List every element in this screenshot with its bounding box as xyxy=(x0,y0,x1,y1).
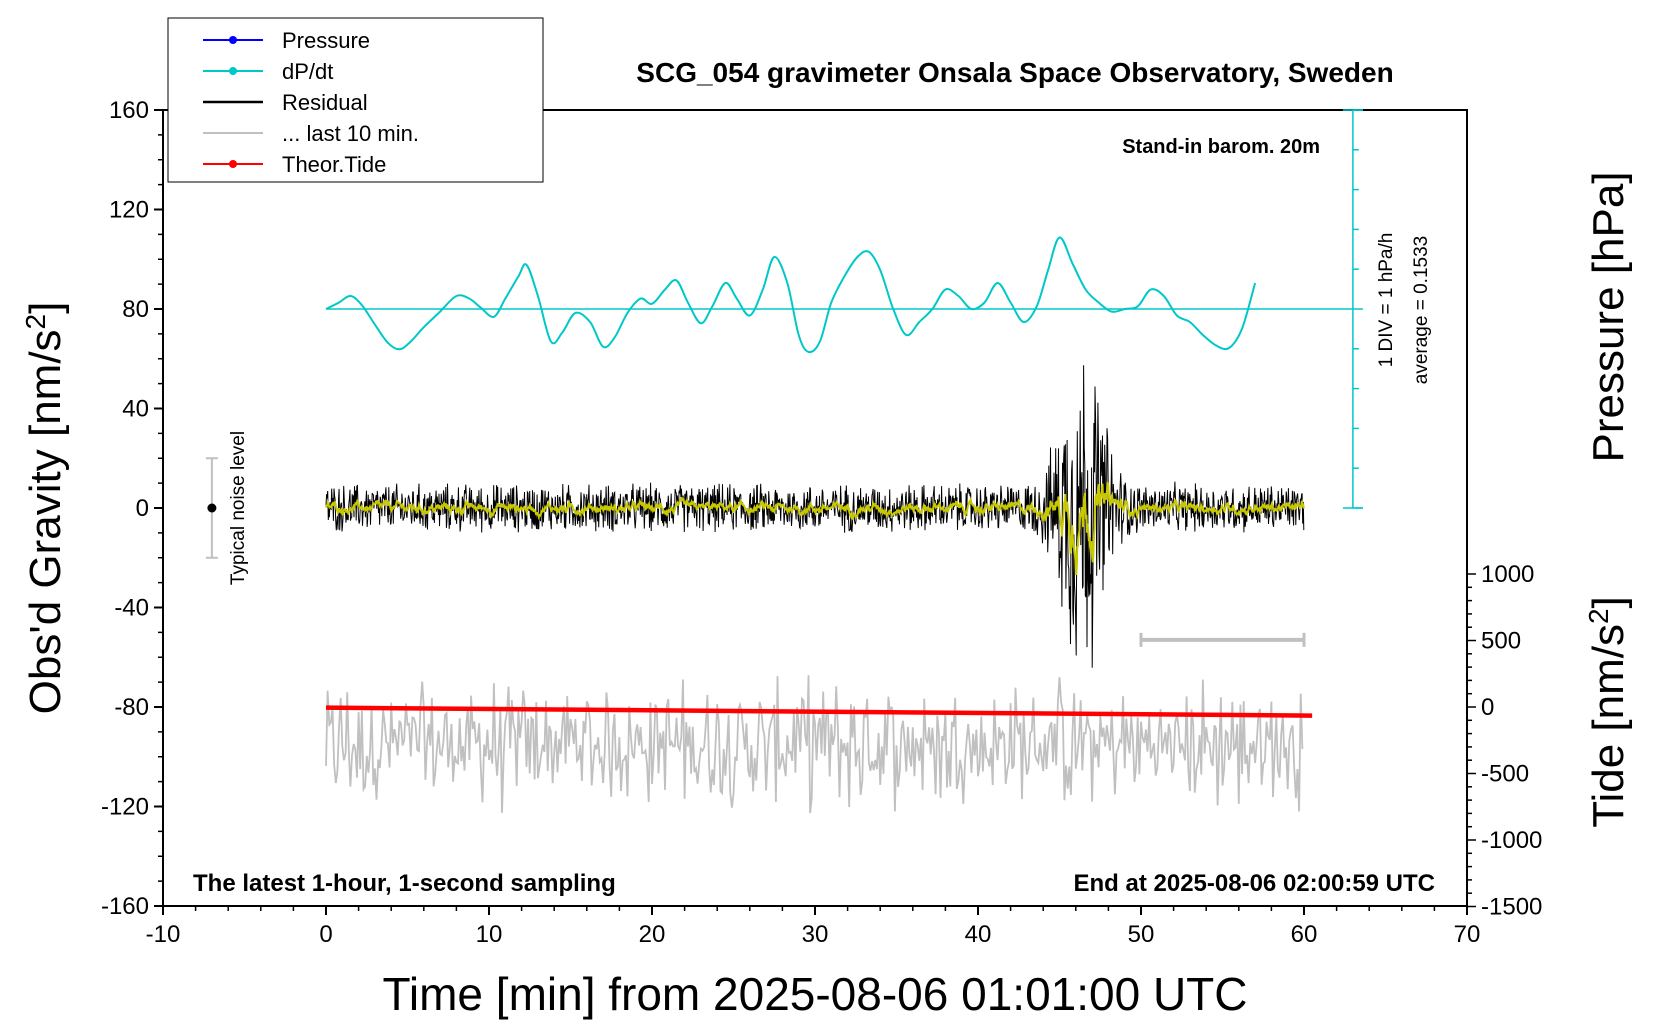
y-tick-label: 80 xyxy=(122,296,149,323)
legend-label: Pressure xyxy=(282,28,370,53)
y-axis-label-tide: Tide [nm/s2] xyxy=(1583,596,1634,828)
data-layer xyxy=(205,236,1353,814)
legend-label: Residual xyxy=(282,90,368,115)
y-tick-label: 120 xyxy=(109,197,149,224)
noise-annotation: Typical noise level xyxy=(228,431,249,585)
end-annotation: End at 2025-08-06 02:00:59 UTC xyxy=(1074,870,1436,897)
y-tick-label: -40 xyxy=(114,595,149,622)
latest-annotation: The latest 1-hour, 1-second sampling xyxy=(193,870,616,897)
x-axis-label: Time [min] from 2025-08-06 01:01:00 UTC xyxy=(383,968,1248,1020)
tide-tick-label: 1000 xyxy=(1481,561,1534,588)
div-scale-annotation: 1 DIV = 1 hPa/h xyxy=(1376,233,1397,368)
x-tick-label: 30 xyxy=(802,921,829,948)
legend: Pressure dP/dt Residual ... last 10 min. The… xyxy=(167,17,544,183)
tide-tick-label: 0 xyxy=(1481,694,1494,721)
noise-bar-center xyxy=(207,503,217,513)
tide-tick-label: -500 xyxy=(1481,761,1529,788)
legend-marker xyxy=(229,36,237,44)
y-tick-label: -120 xyxy=(101,794,149,821)
tide-tick-label: -1000 xyxy=(1481,827,1542,854)
x-tick-label: 40 xyxy=(965,921,992,948)
legend-marker xyxy=(229,160,237,168)
dpdt-series-line xyxy=(325,236,1257,354)
x-tick-label: 0 xyxy=(319,921,332,948)
legend-label: ... last 10 min. xyxy=(282,121,419,146)
legend-label: Theor.Tide xyxy=(282,152,386,177)
x-tick-label: 60 xyxy=(1291,921,1318,948)
last10min-series-line xyxy=(325,675,1304,814)
x-tick-label: -10 xyxy=(146,921,181,948)
tide-tick-label: 500 xyxy=(1481,628,1521,655)
tide-tick-label: -1500 xyxy=(1481,894,1542,921)
residual-series-line xyxy=(325,365,1305,668)
legend-box xyxy=(167,17,544,183)
legend-label: dP/dt xyxy=(282,59,333,84)
x-tick-label: 50 xyxy=(1128,921,1155,948)
tide-series-line xyxy=(325,705,1313,718)
y-axis-label-pressure: Pressure [hPa] xyxy=(1584,171,1633,462)
y-tick-label: 160 xyxy=(109,97,149,124)
x-tick-label: 70 xyxy=(1454,921,1481,948)
chart-title: SCG_054 gravimeter Onsala Space Observat… xyxy=(636,57,1393,88)
average-annotation: average = 0.1533 xyxy=(1411,236,1432,384)
legend-marker xyxy=(229,67,237,75)
y-tick-label: 0 xyxy=(136,495,149,522)
y-tick-label: -160 xyxy=(101,893,149,920)
axis-layer: -10 0 10 20 30 40 50 60 70 -160 -120 -80 -40 0 40 80 120… xyxy=(101,97,1542,948)
x-tick-label: 10 xyxy=(476,921,503,948)
y-axis-label-left: Obs'd Gravity [nm/s2] xyxy=(20,302,71,715)
y-tick-label: 40 xyxy=(122,396,149,423)
residual-smoothed-line xyxy=(325,480,1305,575)
barometer-annotation: Stand-in barom. 20m xyxy=(1122,136,1320,158)
y-tick-label: -80 xyxy=(114,694,149,721)
x-tick-label: 20 xyxy=(639,921,666,948)
